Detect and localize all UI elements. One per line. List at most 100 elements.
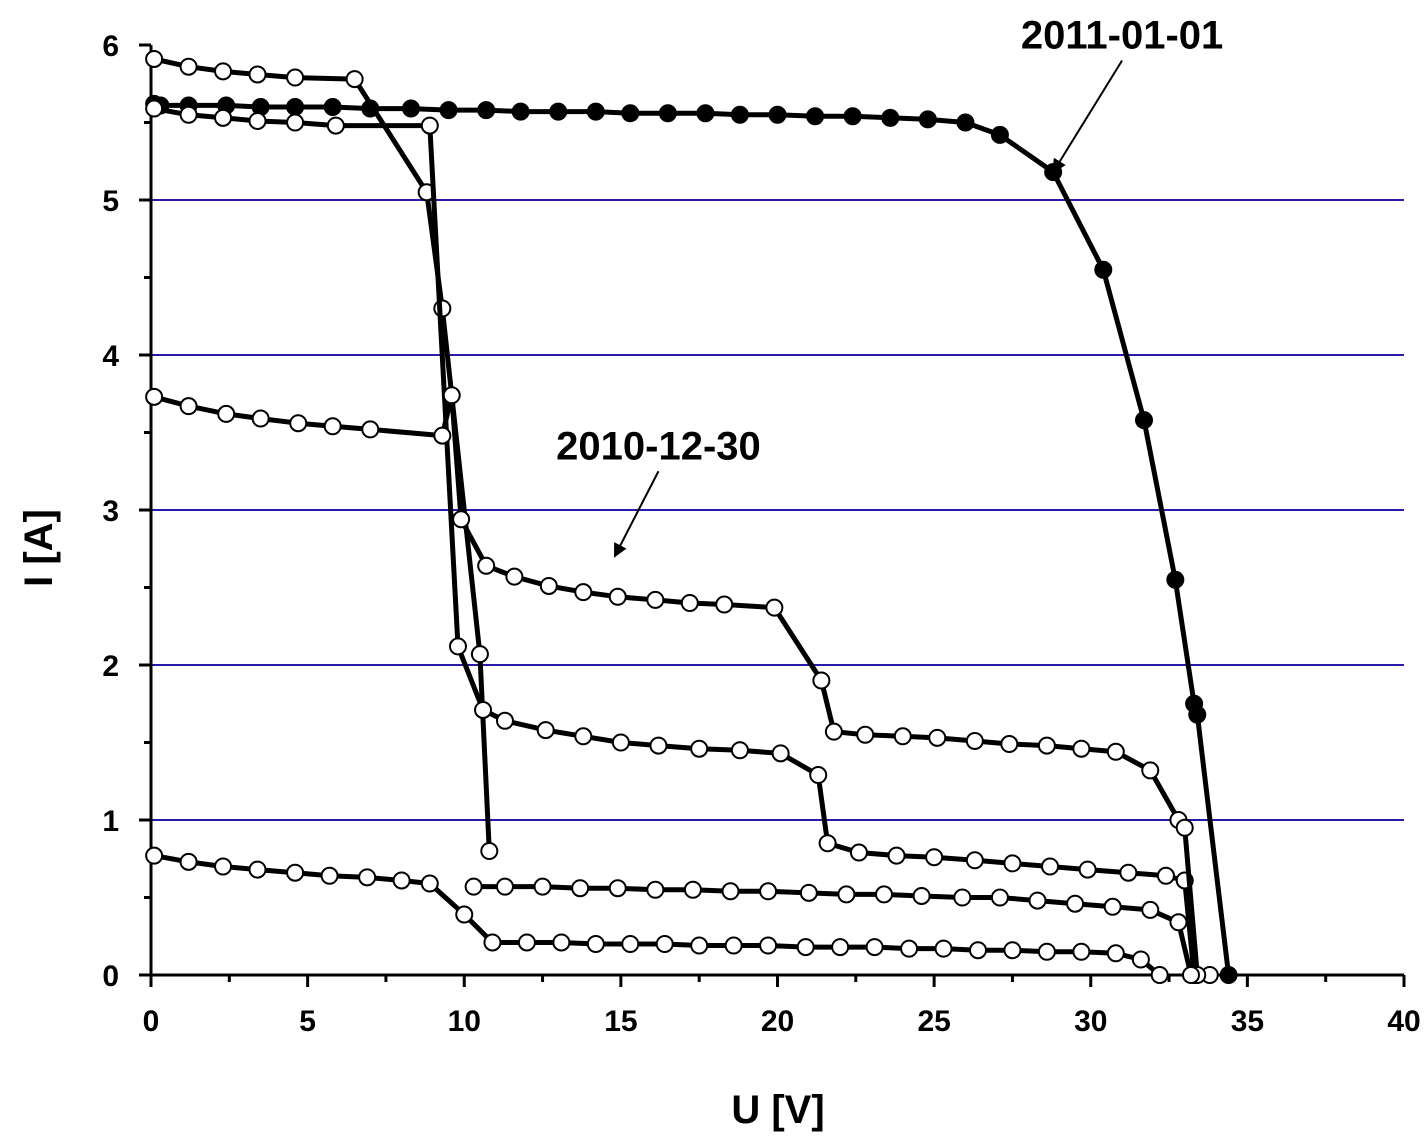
data-point xyxy=(918,110,937,129)
y-tick-label: 5 xyxy=(102,185,119,218)
data-point xyxy=(286,863,305,882)
data-point xyxy=(608,587,627,606)
data-point xyxy=(1072,739,1091,758)
data-point xyxy=(320,866,339,885)
data-point xyxy=(452,510,471,529)
data-point xyxy=(837,885,856,904)
data-point xyxy=(990,125,1009,144)
x-tick-label: 5 xyxy=(299,1005,316,1038)
data-point xyxy=(539,576,558,595)
data-point xyxy=(928,728,947,747)
data-point xyxy=(621,104,640,123)
data-point xyxy=(323,98,342,116)
data-point xyxy=(1141,761,1160,780)
data-point xyxy=(730,741,749,760)
data-point xyxy=(574,583,593,602)
series-6 xyxy=(145,846,1169,984)
data-point xyxy=(1119,863,1138,882)
series-4 xyxy=(145,386,1207,984)
data-point xyxy=(326,116,345,135)
data-point xyxy=(925,848,944,867)
data-point xyxy=(571,879,590,898)
grid-layer xyxy=(151,199,1404,821)
data-point xyxy=(690,936,709,955)
data-point xyxy=(796,938,815,957)
x-tick-label: 25 xyxy=(917,1005,950,1038)
x-tick-label: 30 xyxy=(1074,1005,1107,1038)
data-point xyxy=(843,107,862,126)
data-point xyxy=(818,834,837,853)
data-point xyxy=(655,935,674,953)
annotation-arrow xyxy=(1052,59,1123,174)
data-point xyxy=(574,727,593,746)
data-point xyxy=(953,888,972,907)
data-point xyxy=(433,426,452,445)
data-point xyxy=(145,49,164,68)
data-point xyxy=(680,594,699,612)
data-point xyxy=(1003,941,1022,960)
data-point xyxy=(464,877,483,896)
data-point xyxy=(696,104,715,123)
data-point xyxy=(809,766,828,785)
data-point xyxy=(358,868,377,887)
y-axis-title: I [A] xyxy=(17,509,61,587)
data-point xyxy=(217,404,236,423)
data-point xyxy=(448,637,467,656)
data-point xyxy=(881,108,900,127)
data-point xyxy=(1156,866,1175,885)
data-point xyxy=(887,846,906,865)
data-point xyxy=(658,104,677,123)
data-point xyxy=(536,721,555,740)
data-point xyxy=(549,102,568,121)
data-point xyxy=(649,736,668,755)
data-point xyxy=(392,871,411,890)
data-point xyxy=(286,68,305,87)
data-point xyxy=(759,936,778,955)
data-point xyxy=(990,888,1009,907)
data-point xyxy=(759,882,778,901)
data-point xyxy=(420,874,439,893)
data-point xyxy=(214,62,233,81)
x-tick-label: 20 xyxy=(761,1005,794,1038)
data-point xyxy=(179,397,198,416)
annotation-layer: 2011-01-01 2010-12-30 xyxy=(556,14,1223,558)
data-point xyxy=(965,851,984,870)
x-tick-label: 40 xyxy=(1387,1005,1420,1038)
data-point xyxy=(145,846,164,865)
data-point xyxy=(646,590,665,609)
data-point xyxy=(1141,900,1160,919)
data-point xyxy=(724,936,743,955)
data-point xyxy=(586,102,605,121)
data-point xyxy=(1175,818,1194,837)
data-point xyxy=(768,105,787,124)
data-point xyxy=(517,933,536,952)
data-point xyxy=(912,886,931,905)
data-point xyxy=(1094,260,1113,279)
x-axis-title: U [V] xyxy=(731,1088,824,1132)
data-point xyxy=(470,645,489,664)
x-tick-label: 10 xyxy=(448,1005,481,1038)
data-point xyxy=(442,386,461,405)
data-point xyxy=(690,739,709,758)
data-point xyxy=(1150,966,1169,984)
data-point xyxy=(420,116,439,135)
x-tick-label: 0 xyxy=(143,1005,160,1038)
data-point xyxy=(495,711,514,730)
x-tick-label: 15 xyxy=(604,1005,637,1038)
data-point xyxy=(248,860,267,879)
data-point xyxy=(849,843,868,862)
data-point xyxy=(900,939,919,958)
data-point xyxy=(934,939,953,958)
data-point xyxy=(480,842,499,860)
data-point xyxy=(683,880,702,899)
data-point xyxy=(483,933,502,952)
series-3 xyxy=(145,99,1219,984)
series-line xyxy=(473,884,1194,976)
data-point xyxy=(1188,705,1207,724)
data-point xyxy=(145,387,164,406)
data-point xyxy=(799,883,818,902)
data-point xyxy=(179,57,198,76)
data-point xyxy=(721,882,740,901)
data-point xyxy=(477,556,496,575)
